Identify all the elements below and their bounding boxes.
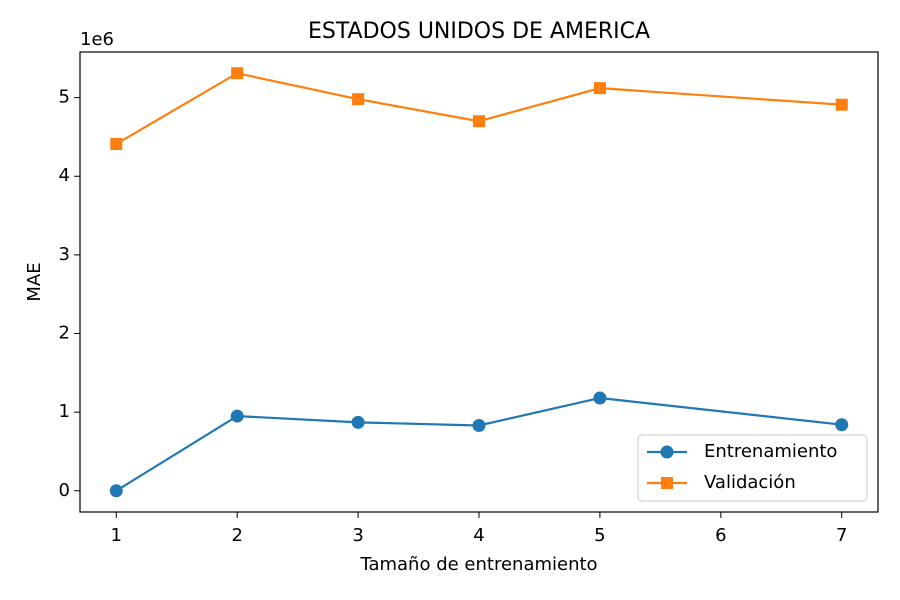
- marker: [473, 115, 485, 128]
- y-tick-label: 3: [59, 244, 70, 265]
- marker: [230, 409, 244, 423]
- y-tick-label: 1: [59, 401, 70, 422]
- x-tick-label: 3: [352, 525, 363, 546]
- marker: [472, 419, 486, 433]
- x-tick-label: 7: [836, 525, 847, 546]
- marker: [661, 477, 673, 489]
- x-tick-label: 6: [715, 525, 726, 546]
- marker: [660, 445, 674, 459]
- legend-label: Validación: [704, 472, 796, 493]
- marker: [352, 93, 365, 106]
- marker: [593, 82, 606, 95]
- y-tick-label: 5: [59, 87, 70, 108]
- y-tick-label: 4: [59, 165, 70, 186]
- legend: Entrenamiento Validación: [637, 434, 868, 502]
- legend-label: Entrenamiento: [704, 441, 837, 462]
- x-tick-label: 2: [231, 525, 242, 546]
- x-axis-label: Tamaño de entrenamiento: [359, 554, 597, 575]
- series-line: [115, 396, 842, 492]
- marker: [109, 484, 123, 498]
- legend-box: [637, 434, 868, 502]
- plot-frame: [79, 51, 879, 513]
- chart-title: ESTADOS UNIDOS DE AMERICA: [308, 19, 650, 44]
- marker: [593, 391, 607, 405]
- y-tick-label: 0: [59, 480, 70, 501]
- marker: [351, 415, 365, 429]
- y-axis-label: MAE: [24, 262, 45, 301]
- series-line: [115, 72, 842, 145]
- x-tick-label: 1: [111, 525, 122, 546]
- marker: [835, 418, 849, 432]
- y-tick-label: 2: [59, 323, 70, 344]
- x-tick-label: 5: [594, 525, 605, 546]
- marker: [110, 138, 123, 150]
- x-tick-label: 4: [473, 525, 484, 546]
- marker: [231, 67, 244, 80]
- marker: [835, 98, 848, 111]
- y-offset-label: 1e6: [80, 29, 114, 50]
